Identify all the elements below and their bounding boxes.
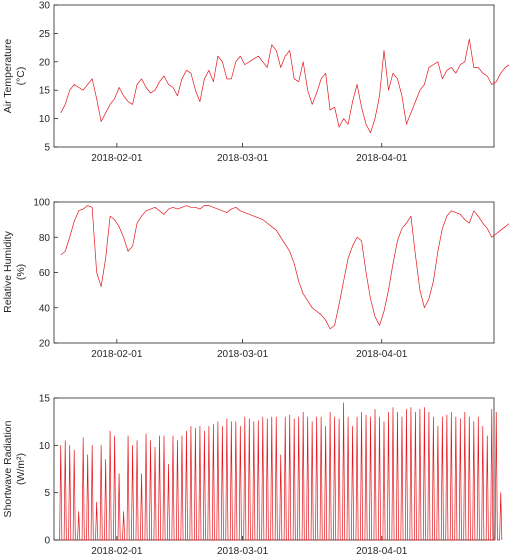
air-temperature-ytick-label: 20: [39, 57, 51, 68]
relative-humidity-ylabel-line1: Relative Humidity: [2, 230, 14, 312]
air-temperature-ytick-label: 30: [39, 1, 51, 12]
shortwave-radiation-panel: Shortwave Radiation (W/m²) 0 5 10 15 2018-02…: [2, 394, 503, 556]
air-temperature-xtick-label: 2018-02-01: [91, 153, 143, 164]
relative-humidity-ylabel-line2: (%): [15, 264, 27, 280]
shortwave-radiation-xtick-label: 2018-02-01: [91, 546, 143, 556]
relative-humidity-panel: Relative Humidity (%) 20 40 60 80 100 2018-02…: [2, 198, 509, 360]
relative-humidity-ytick-label: 80: [39, 233, 51, 244]
shortwave-radiation-xtick-label: 2018-04-01: [356, 546, 408, 556]
air-temperature-panel: Air Temperature (°C) 5 10 15 20 25 30 2018-02-…: [2, 1, 509, 164]
shortwave-radiation-series-line: [59, 402, 503, 541]
air-temperature-ylabel-line1: Air Temperature: [2, 39, 14, 114]
air-temperature-series-line: [60, 38, 509, 134]
air-temperature-xtick-label: 2018-03-01: [217, 153, 269, 164]
relative-humidity-xtick-label: 2018-04-01: [356, 349, 408, 360]
air-temperature-ylabel-line2: (°C): [15, 67, 27, 86]
air-temperature-xtick-label: 2018-04-01: [356, 153, 408, 164]
shortwave-radiation-ytick-label: 15: [39, 394, 51, 405]
shortwave-radiation-xtick-label: 2018-03-01: [217, 546, 269, 556]
air-temperature-ytick-label: 15: [39, 86, 51, 97]
relative-humidity-ytick-label: 40: [39, 303, 51, 314]
relative-humidity-xtick-label: 2018-02-01: [91, 349, 143, 360]
shortwave-radiation-ytick-label: 5: [44, 488, 50, 499]
shortwave-radiation-ytick-label: 10: [39, 441, 51, 452]
air-temperature-ytick-label: 25: [39, 29, 51, 40]
relative-humidity-xtick-label: 2018-03-01: [217, 349, 269, 360]
relative-humidity-series-line: [60, 205, 509, 330]
relative-humidity-ytick-label: 20: [39, 339, 51, 350]
shortwave-radiation-ytick-label: 0: [44, 536, 50, 547]
shortwave-radiation-ylabel-line2: (W/m²): [15, 453, 27, 485]
air-temperature-ytick-label: 10: [39, 114, 51, 125]
shortwave-radiation-ylabel-line1: Shortwave Radiation: [2, 420, 14, 517]
relative-humidity-ytick-label: 60: [39, 268, 51, 279]
relative-humidity-ytick-label: 100: [33, 198, 50, 209]
air-temperature-ytick-label: 5: [44, 143, 50, 154]
air-temperature-axes-box: [53, 4, 495, 148]
